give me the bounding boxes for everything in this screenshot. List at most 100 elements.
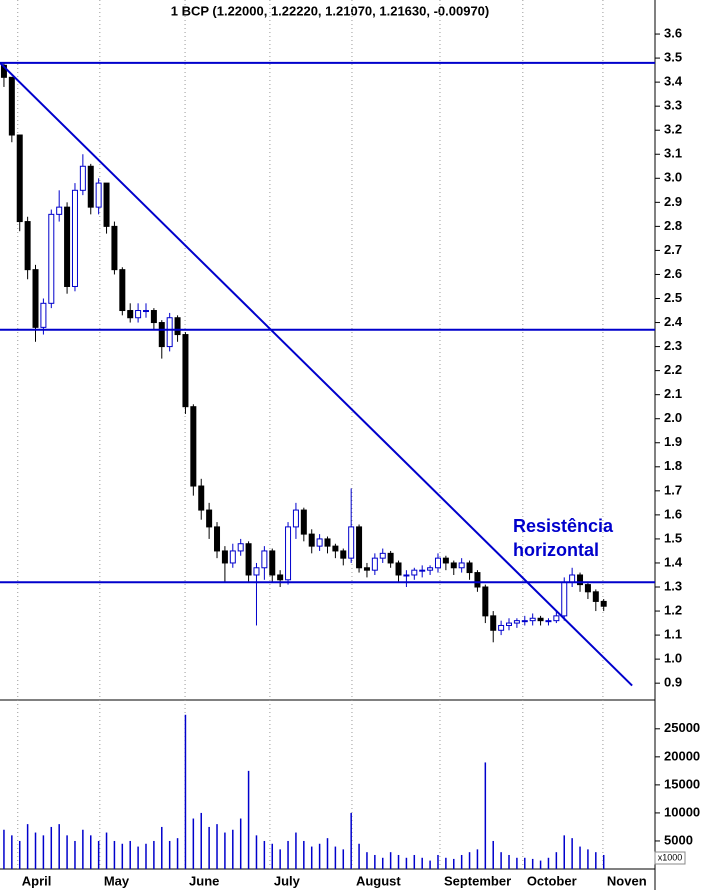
- volume-bar: [460, 854, 463, 869]
- volume-bar: [389, 852, 392, 869]
- y-tick-label: 20000: [664, 748, 700, 763]
- y-tick-label: 5000: [664, 832, 693, 847]
- candle-body: [253, 567, 260, 576]
- y-tick-label: 3.3: [664, 98, 682, 113]
- y-tick-label: 2.4: [664, 314, 683, 329]
- volume-bar: [11, 835, 13, 869]
- candle-body: [182, 334, 189, 408]
- volume-bar: [358, 843, 360, 869]
- candle-body: [229, 550, 236, 564]
- candle-body: [434, 557, 441, 569]
- candle-body: [221, 550, 228, 564]
- volume-unit: x1000: [658, 852, 683, 862]
- y-tick-label: 2.0: [664, 410, 682, 425]
- volume-bar: [97, 840, 100, 869]
- volume-bar: [184, 714, 187, 869]
- volume-bar: [247, 770, 250, 869]
- y-tick-label: 1.2: [664, 602, 682, 617]
- volume-bar: [476, 849, 479, 869]
- candle-body: [545, 620, 552, 623]
- volume-bar: [121, 843, 124, 869]
- candle-body: [16, 134, 23, 223]
- candle-body: [569, 574, 576, 583]
- volume-bar: [287, 840, 289, 869]
- candle-body: [190, 406, 197, 487]
- volume-bar: [602, 854, 605, 869]
- volume-bar: [516, 857, 518, 869]
- candle-body: [237, 543, 244, 552]
- volume-bar: [216, 824, 218, 869]
- candle-body: [324, 538, 331, 547]
- candle-body: [427, 567, 434, 571]
- candle-body: [482, 586, 489, 617]
- volume-bar: [74, 840, 76, 869]
- volume-bar: [145, 843, 147, 869]
- volume-bar: [397, 854, 400, 869]
- candle-body: [56, 206, 63, 215]
- candle-body: [87, 165, 94, 208]
- volume-bar: [232, 829, 234, 869]
- volume-bar: [492, 840, 494, 869]
- y-tick-label: 25000: [664, 720, 700, 735]
- candle-body: [135, 310, 142, 319]
- volume-bar: [176, 838, 179, 869]
- volume-bar: [113, 840, 116, 869]
- candle-body: [48, 213, 55, 304]
- volume-bar: [26, 824, 29, 869]
- volume-bar: [208, 826, 210, 869]
- volume-bar: [508, 854, 510, 869]
- x-tick-label: April: [22, 873, 52, 888]
- y-tick-label: 1.7: [664, 482, 682, 497]
- volume-bar: [524, 857, 526, 869]
- annotation: horizontal: [513, 540, 599, 560]
- candle-body: [0, 64, 7, 78]
- volume-bar: [3, 829, 5, 869]
- x-tick-label: May: [104, 873, 130, 888]
- candle-body: [198, 485, 205, 511]
- volume-bar: [18, 840, 21, 869]
- x-tick-label: July: [274, 873, 301, 888]
- candle-body: [387, 552, 394, 564]
- volume-bar: [374, 854, 376, 869]
- candle-body: [245, 543, 252, 576]
- y-tick-label: 3.0: [664, 170, 682, 185]
- x-tick-label: September: [444, 873, 511, 888]
- candle-body: [363, 567, 370, 571]
- volume-bar: [153, 840, 155, 869]
- volume-bar: [129, 840, 131, 869]
- x-tick-label: August: [356, 873, 401, 888]
- volume-bar: [366, 852, 368, 869]
- candle-body: [316, 538, 323, 547]
- y-tick-label: 3.2: [664, 122, 682, 137]
- candle-body: [356, 526, 363, 569]
- volume-bar: [271, 843, 274, 869]
- y-tick-label: 1.3: [664, 578, 682, 593]
- y-tick-label: 2.2: [664, 362, 682, 377]
- candle-body: [32, 269, 39, 328]
- candle-body: [513, 620, 520, 624]
- annotation: Resistência: [513, 516, 614, 536]
- candle-body: [403, 574, 410, 577]
- candle-body: [71, 189, 78, 287]
- candle-body: [8, 76, 15, 136]
- volume-bar: [531, 858, 534, 869]
- y-tick-label: 2.7: [664, 242, 682, 257]
- volume-bar: [587, 849, 589, 869]
- volume-bar: [326, 838, 329, 869]
- candle-body: [537, 617, 544, 622]
- candle-body: [292, 509, 299, 528]
- candle-body: [371, 557, 378, 571]
- volume-bar: [66, 835, 68, 869]
- volume-bar: [105, 832, 108, 869]
- volume-bar: [255, 835, 258, 869]
- y-tick-label: 1.1: [664, 627, 682, 642]
- volume-bar: [350, 812, 352, 869]
- volume-bar: [571, 838, 573, 869]
- volume-bar: [168, 840, 171, 869]
- candle-body: [95, 182, 102, 208]
- candle-body: [300, 509, 307, 535]
- candle-body: [450, 562, 457, 569]
- x-tick-label: Noven: [607, 873, 647, 888]
- volume-bar: [381, 857, 384, 869]
